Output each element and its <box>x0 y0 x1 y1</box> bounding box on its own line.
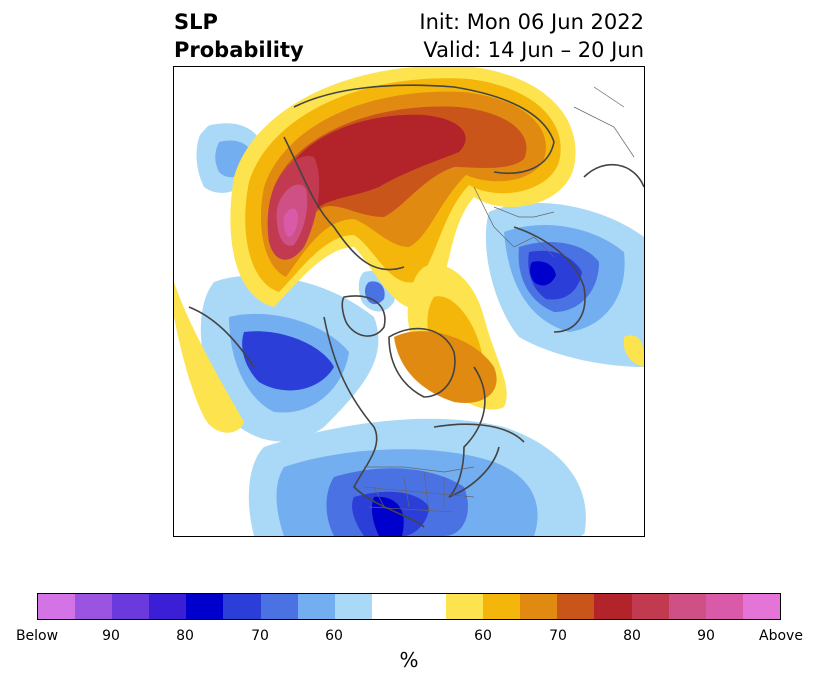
colorbar <box>37 593 781 620</box>
colorbar-swatch <box>75 594 113 619</box>
colorbar-swatch <box>38 594 76 619</box>
colorbar-swatch <box>742 594 780 619</box>
above-region-east-siberia <box>624 335 644 367</box>
init-date-label: Init: Mon 06 Jun 2022 <box>419 10 644 34</box>
map-title: SLP Probability <box>174 8 304 64</box>
colorbar-swatch <box>112 594 150 619</box>
above-region-pacific-west <box>174 282 244 433</box>
title-line-1: SLP <box>174 10 218 34</box>
colorbar-swatch <box>446 594 484 619</box>
colorbar-swatch <box>557 594 595 619</box>
colorbar-swatch <box>408 594 447 619</box>
map-canvas <box>174 67 644 536</box>
colorbar-tick: 60 <box>325 628 343 644</box>
colorbar-tick: 80 <box>176 628 194 644</box>
colorbar-swatch <box>149 594 187 619</box>
colorbar-swatch <box>186 594 224 619</box>
colorbar-swatch <box>483 594 521 619</box>
border-lines <box>363 86 635 513</box>
colorbar-swatch <box>668 594 706 619</box>
colorbar-swatch <box>705 594 743 619</box>
colorbar-tick: 90 <box>697 628 715 644</box>
probability-map <box>173 66 645 537</box>
colorbar-tick: 90 <box>102 628 120 644</box>
valid-period-label: Valid: 14 Jun – 20 Jun <box>423 38 644 62</box>
title-line-2: Probability <box>174 38 304 62</box>
colorbar-tick: 80 <box>623 628 641 644</box>
colorbar-tick: 70 <box>251 628 269 644</box>
colorbar-unit-label: % <box>399 648 419 672</box>
colorbar-swatch <box>260 594 298 619</box>
colorbar-swatch <box>334 594 372 619</box>
colorbar-tick: Above <box>759 628 803 644</box>
colorbar-swatch <box>520 594 558 619</box>
colorbar-swatch <box>297 594 335 619</box>
colorbar-tick: 60 <box>474 628 492 644</box>
colorbar-tick: Below <box>15 628 59 644</box>
colorbar-swatch <box>371 594 409 619</box>
probability-shading <box>174 67 644 536</box>
colorbar-swatch <box>594 594 632 619</box>
colorbar-swatch <box>631 594 669 619</box>
forecast-dates: Init: Mon 06 Jun 2022 Valid: 14 Jun – 20… <box>419 8 644 64</box>
coastline-lines <box>188 84 644 528</box>
colorbar-tick: 70 <box>549 628 567 644</box>
colorbar-swatch <box>223 594 261 619</box>
